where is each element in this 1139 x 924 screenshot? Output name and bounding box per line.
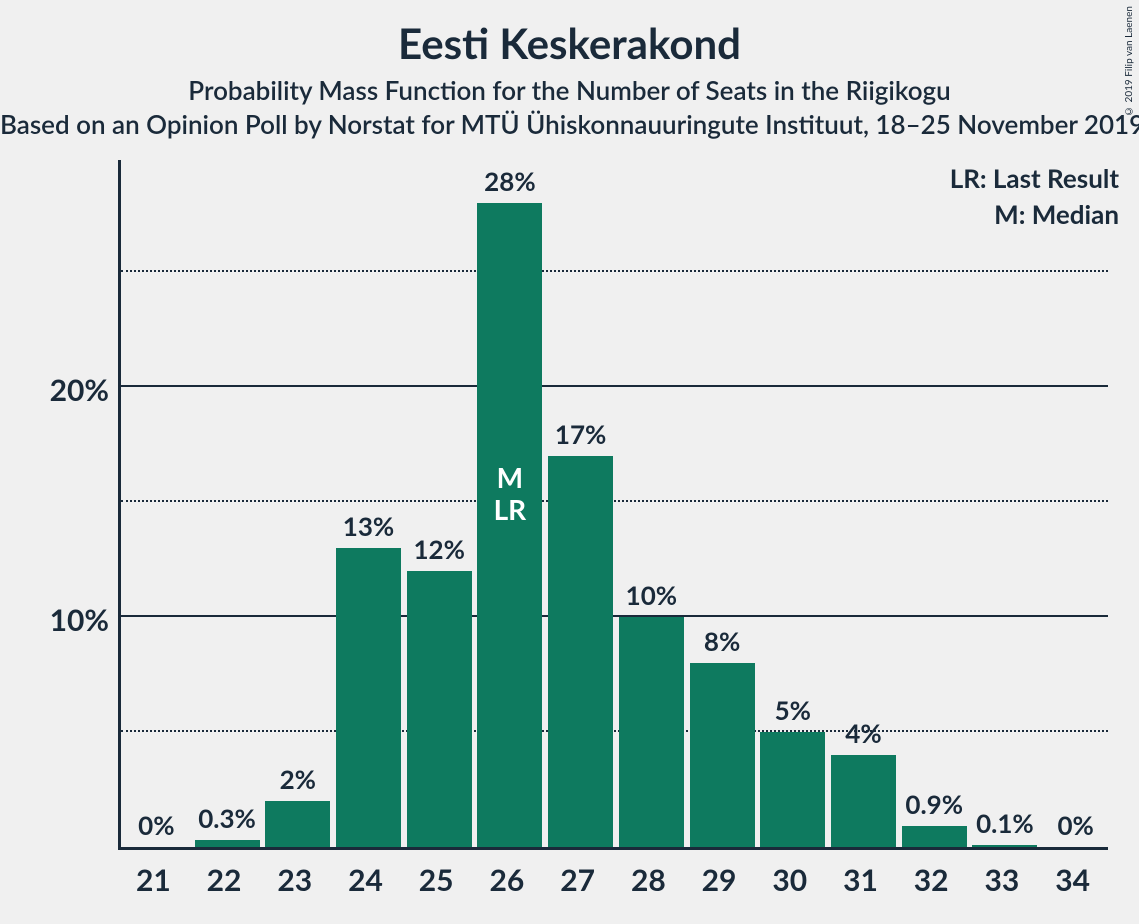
bar-slot: 17% bbox=[545, 157, 616, 847]
bar-slot: 12% bbox=[404, 157, 475, 847]
bar-value-label: 0% bbox=[1026, 809, 1125, 841]
x-tick-label: 31 bbox=[825, 862, 896, 898]
bar bbox=[548, 456, 613, 847]
bar-slot: 28%MLR bbox=[475, 157, 546, 847]
x-tick-label: 33 bbox=[967, 862, 1038, 898]
bar-slot: 0% bbox=[1040, 157, 1111, 847]
x-tick-label: 34 bbox=[1037, 862, 1108, 898]
x-tick-label: 24 bbox=[330, 862, 401, 898]
bar-slot: 0.3% bbox=[192, 157, 263, 847]
x-tick-label: 32 bbox=[896, 862, 967, 898]
bar bbox=[407, 571, 472, 847]
chart-title: Eesti Keskerakond bbox=[0, 18, 1139, 68]
title-block: Eesti Keskerakond Probability Mass Funct… bbox=[0, 0, 1139, 140]
x-tick-label: 23 bbox=[259, 862, 330, 898]
bar-slot: 2% bbox=[262, 157, 333, 847]
chart-subtitle: Probability Mass Function for the Number… bbox=[0, 74, 1139, 106]
bar-slot: 0.9% bbox=[899, 157, 970, 847]
y-tick-label: 10% bbox=[9, 602, 109, 638]
chart-source: Based on an Opinion Poll by Norstat for … bbox=[0, 108, 1139, 140]
bar bbox=[336, 548, 401, 847]
bar-slot: 13% bbox=[333, 157, 404, 847]
bar-slot: 8% bbox=[687, 157, 758, 847]
bar-slot: 0% bbox=[121, 157, 192, 847]
x-tick-label: 30 bbox=[754, 862, 825, 898]
x-tick-label: 26 bbox=[472, 862, 543, 898]
bars-container: 0%0.3%2%13%12%28%MLR17%10%8%5%4%0.9%0.1%… bbox=[121, 160, 1108, 847]
bar-annotation: MLR bbox=[475, 461, 546, 525]
x-tick-label: 27 bbox=[542, 862, 613, 898]
copyright-text: © 2019 Filip van Laenen bbox=[1123, 6, 1135, 117]
x-tick-label: 21 bbox=[118, 862, 189, 898]
bar bbox=[760, 732, 825, 847]
x-tick-label: 29 bbox=[684, 862, 755, 898]
bar-slot: 10% bbox=[616, 157, 687, 847]
bar bbox=[690, 663, 755, 847]
x-tick-label: 28 bbox=[613, 862, 684, 898]
y-tick-label: 20% bbox=[9, 372, 109, 408]
chart-area: LR: Last Result M: Median 0%0.3%2%13%12%… bbox=[0, 160, 1139, 924]
bar-slot: 4% bbox=[828, 157, 899, 847]
bar bbox=[195, 840, 260, 847]
bar bbox=[972, 845, 1037, 847]
bar bbox=[265, 801, 330, 847]
x-tick-label: 25 bbox=[401, 862, 472, 898]
bar-slot: 0.1% bbox=[970, 157, 1041, 847]
x-tick-label: 22 bbox=[189, 862, 260, 898]
plot-region: 0%0.3%2%13%12%28%MLR17%10%8%5%4%0.9%0.1%… bbox=[118, 160, 1108, 850]
